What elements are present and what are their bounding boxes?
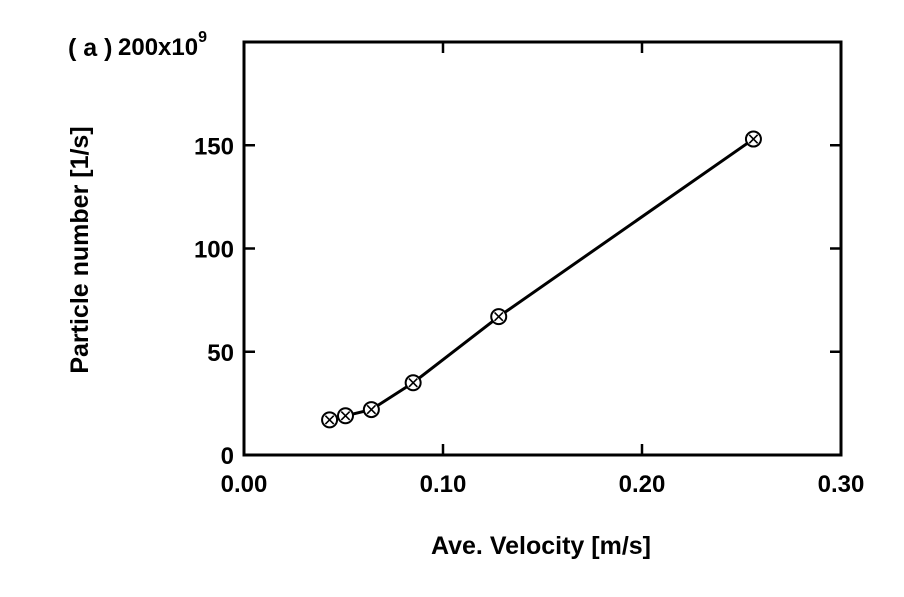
data-point [490,308,508,326]
plot-frame [242,40,843,457]
x-tick-label: 0.10 [420,471,467,498]
tick-labels: 0.00 0.10 0.20 0.30 0 50 100 150 [194,133,864,498]
series-line [329,137,755,422]
x-axis-title: Ave. Velocity [m/s] [431,532,651,560]
y-axis-title: Particle number [1/s] [66,126,94,373]
y-scale-label: 200x109 [118,29,207,61]
y-scale-base: 200x10 [118,34,198,61]
y-tick-label: 100 [194,237,234,264]
series-layer [321,130,762,429]
x-tick-label: 0.00 [221,471,268,498]
data-point [362,401,380,419]
y-scale-exponent: 9 [198,29,207,46]
x-tick-label: 0.30 [818,471,865,498]
data-point [404,374,422,392]
ticks [242,40,843,457]
y-tick-label: 50 [207,340,234,367]
y-tick-label: 0 [221,443,234,470]
panel-label: ( a ) [68,34,112,62]
data-point [744,130,762,148]
data-point [336,407,354,425]
y-tick-label: 150 [194,133,234,160]
data-point [321,411,339,429]
x-tick-label: 0.20 [619,471,666,498]
